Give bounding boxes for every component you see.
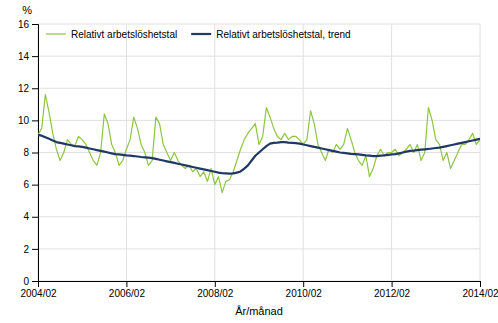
y-tick: 12 [18,83,38,94]
x-tick: 2008/02 [197,281,234,299]
x-tick-mark [480,281,481,287]
x-tick-mark [303,281,304,287]
y-tick-mark [32,88,38,89]
grid-line-x [214,24,215,281]
y-tick: 2 [23,244,38,255]
y-tick-mark [32,217,38,218]
x-tick-mark [215,281,216,287]
grid-line-x [126,24,127,281]
x-axis: 2004/02 2006/02 2008/02 2010/02 2012/02 2014/… [20,281,498,299]
y-tick-mark [32,249,38,250]
grid-line-x [303,24,304,281]
grid-line-y [38,184,480,185]
y-tick-mark [32,185,38,186]
y-tick-label: 6 [23,179,29,190]
x-tick: 2010/02 [286,281,323,299]
y-axis-line [32,25,39,282]
y-tick-mark [32,56,38,57]
y-tick: 4 [23,211,38,222]
legend-label: Relativt arbetslöshetstal [71,29,177,40]
x-axis-title: År/månad [235,305,283,317]
x-tick: 2014/02 [462,281,498,299]
grid-line-y [38,56,480,57]
x-tick-mark [126,281,127,287]
x-tick-mark [392,281,393,287]
grid-line-x [480,24,481,281]
grid-line-y [38,88,480,89]
legend-label: Relativt arbetslöshetstal, trend [216,29,351,40]
grid-line-y [38,24,480,25]
grid-line-y [38,216,480,217]
plot: 2004/02 2006/02 2008/02 2010/02 2012/02 2014/… [18,4,498,317]
grid [38,24,480,281]
y-tick: 16 [18,19,38,30]
grid-line-y [38,248,480,249]
y-tick-mark [32,281,38,282]
x-tick-label: 2008/02 [197,288,234,299]
y-tick-mark [32,153,38,154]
legend-swatch [46,33,66,34]
y-tick-label: 8 [23,147,29,158]
y-tick: 8 [23,147,38,158]
y-axis: 0 2 4 6 8 10 12 14 16 [18,19,39,287]
legend-item: Relativt arbetslöshetstal [46,29,177,40]
y-tick: 0 [23,276,38,287]
y-tick-label: 16 [18,19,30,30]
y-axis-title: % [22,4,32,16]
series-line [38,135,480,174]
x-tick: 2012/02 [374,281,411,299]
y-tick: 6 [23,179,38,190]
chart: 2004/02 2006/02 2008/02 2010/02 2012/02 2014/… [0,0,498,323]
x-axis-line [39,282,481,288]
x-tick: 2006/02 [109,281,146,299]
lines [38,95,480,193]
y-tick-mark [32,120,38,121]
y-tick-label: 4 [23,211,29,222]
x-tick-label: 2014/02 [462,288,498,299]
legend-swatch [191,33,211,35]
y-tick-label: 0 [23,276,29,287]
y-tick-label: 10 [18,115,30,126]
y-tick-label: 2 [23,244,29,255]
y-tick: 10 [18,115,38,126]
y-tick: 14 [18,51,38,62]
y-tick-mark [32,24,38,25]
x-tick-label: 2006/02 [109,288,146,299]
x-tick-label: 2012/02 [374,288,411,299]
legend: Relativt arbetslöshetstal Relativt arbets… [46,29,351,40]
x-tick-label: 2010/02 [286,288,323,299]
series-line [38,95,480,193]
x-tick-label: 2004/02 [20,288,57,299]
legend-item: Relativt arbetslöshetstal, trend [191,29,351,40]
y-tick-label: 14 [18,51,30,62]
y-tick-label: 12 [18,83,30,94]
